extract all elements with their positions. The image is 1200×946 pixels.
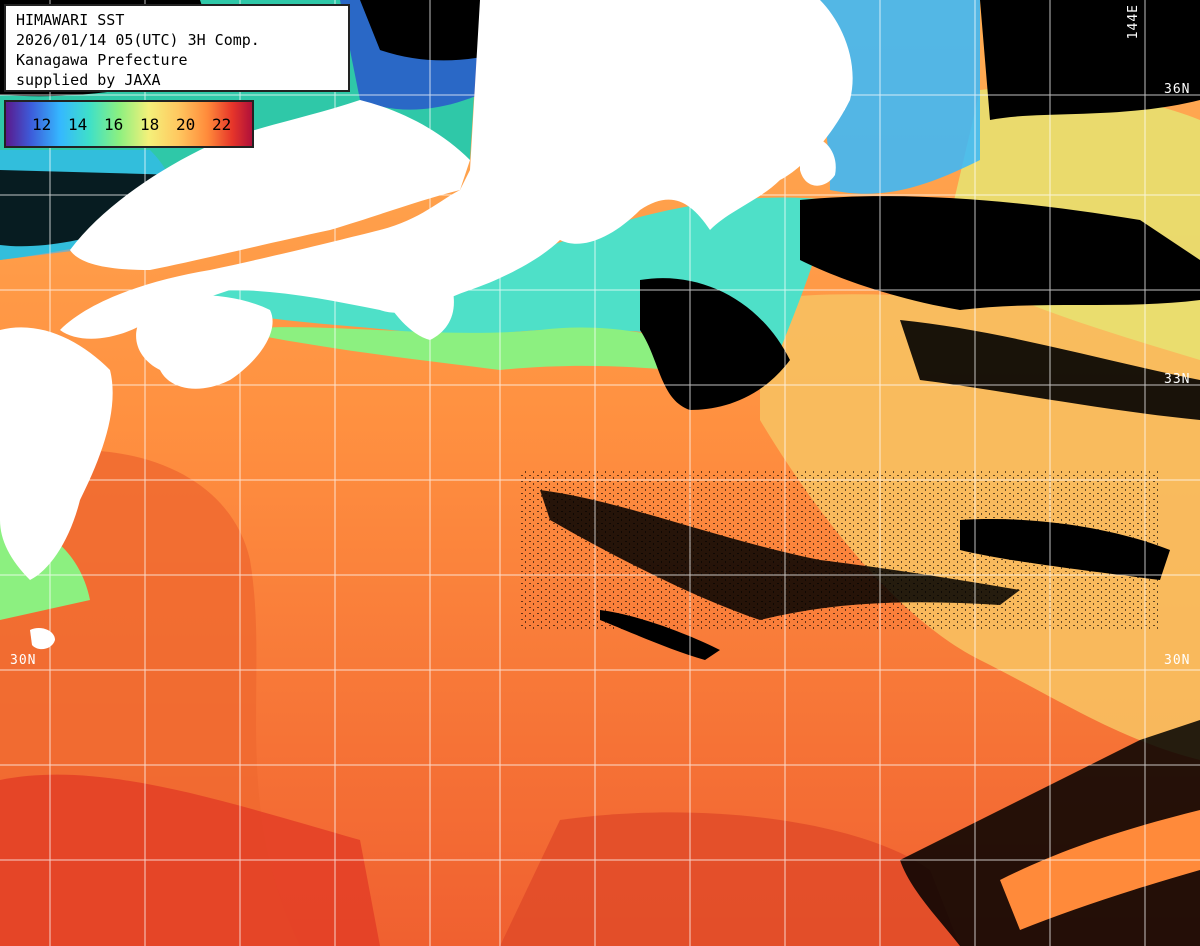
legend-tick-12: 12 — [32, 115, 52, 134]
hot-sea-south — [500, 812, 960, 946]
cloud-speckle-field — [520, 470, 1160, 630]
land-kii-peninsula — [372, 229, 454, 340]
lat-label-30n-left: 30N — [10, 653, 37, 668]
lat-label-30n-right: 30N — [1164, 653, 1191, 668]
cloud-coast — [640, 278, 790, 410]
lat-label-33n-left: 33N — [10, 372, 37, 387]
land-shikoku — [136, 294, 273, 389]
cloud-northeast — [980, 0, 1200, 120]
map-info-box: HIMAWARI SST 2026/01/14 05(UTC) 3H Comp.… — [4, 4, 350, 92]
info-date: 2026/01/14 05(UTC) 3H Comp. — [16, 31, 260, 49]
land-izu-boso — [800, 137, 836, 186]
legend-tick-22: 22 — [212, 115, 232, 134]
land-kyushu-islet — [30, 628, 55, 650]
lat-label-36n-right: 36N — [1164, 82, 1191, 97]
temperature-color-scale: 12 14 16 18 20 22 — [4, 100, 254, 148]
legend-tick-20: 20 — [176, 115, 196, 134]
info-title: HIMAWARI SST — [16, 11, 125, 29]
cloud-east-mass — [800, 196, 1200, 310]
lon-label-144e: 144E — [1126, 4, 1141, 40]
legend-tick-16: 16 — [104, 115, 124, 134]
land-honshu — [60, 0, 853, 339]
land-kyushu — [0, 327, 113, 580]
legend-tick-18: 18 — [140, 115, 160, 134]
lat-label-33n-right: 33N — [1164, 372, 1191, 387]
info-region: Kanagawa Prefecture — [16, 51, 188, 69]
lon-label-136e: 136E — [480, 4, 495, 40]
cool-sea-coast-shelf — [230, 327, 760, 380]
info-source: supplied by JAXA — [16, 71, 161, 89]
legend-tick-14: 14 — [68, 115, 88, 134]
cool-sea-east-bay — [817, 0, 980, 194]
land-honshu-west — [70, 100, 470, 270]
